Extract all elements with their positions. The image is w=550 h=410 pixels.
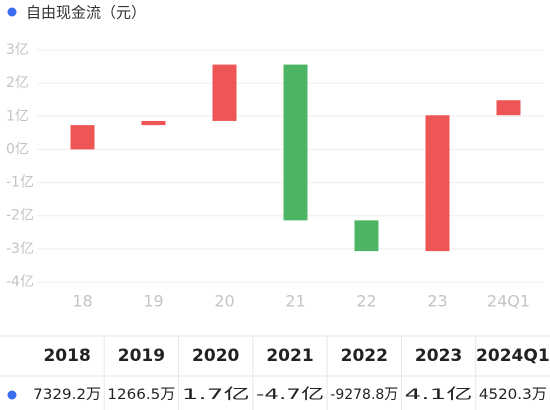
- y-tick-label: -4亿: [6, 274, 34, 290]
- y-tick-label: -1亿: [6, 175, 34, 191]
- table-header: 2021: [266, 346, 313, 366]
- x-tick-label: 21: [285, 292, 305, 311]
- x-tick-label: 18: [72, 292, 92, 311]
- bar: [283, 64, 308, 221]
- table-header: 2024Q1: [476, 346, 550, 366]
- bar: [141, 120, 166, 126]
- table-cell: 1266.5万: [107, 387, 175, 403]
- bar: [496, 100, 521, 116]
- row-dot: [7, 390, 17, 400]
- table-header: 2023: [415, 346, 462, 366]
- x-tick-label: 23: [427, 292, 447, 311]
- table-header: 2022: [341, 346, 388, 366]
- table-cell: 4.1亿: [405, 386, 473, 403]
- table-cell: 1.7亿: [182, 386, 250, 403]
- table-cell: 4520.3万: [479, 387, 547, 403]
- x-tick-label: 24Q1: [487, 292, 530, 311]
- x-tick-label: 22: [356, 292, 376, 311]
- table-cell: -9278.8万: [330, 387, 398, 403]
- bar: [212, 64, 237, 121]
- bar: [425, 115, 450, 252]
- table-header: 2018: [43, 346, 90, 366]
- y-tick-label: 3亿: [6, 42, 29, 58]
- y-tick-label: 1亿: [6, 108, 29, 124]
- chart-title: 自由现金流（元）: [26, 4, 146, 22]
- table-header: 2020: [192, 346, 239, 366]
- bar: [70, 125, 95, 150]
- table-header: 2019: [118, 346, 165, 366]
- y-tick-label: 0亿: [6, 141, 29, 157]
- y-tick-label: -2亿: [6, 208, 34, 224]
- y-tick-label: 2亿: [6, 75, 29, 91]
- legend-dot: [7, 7, 17, 17]
- y-tick-label: -3亿: [6, 241, 34, 257]
- x-tick-label: 19: [143, 292, 163, 311]
- table-cell: 7329.2万: [33, 387, 101, 403]
- table-cell: -4.7亿: [256, 386, 324, 403]
- bar: [354, 220, 379, 252]
- x-tick-label: 20: [214, 292, 234, 311]
